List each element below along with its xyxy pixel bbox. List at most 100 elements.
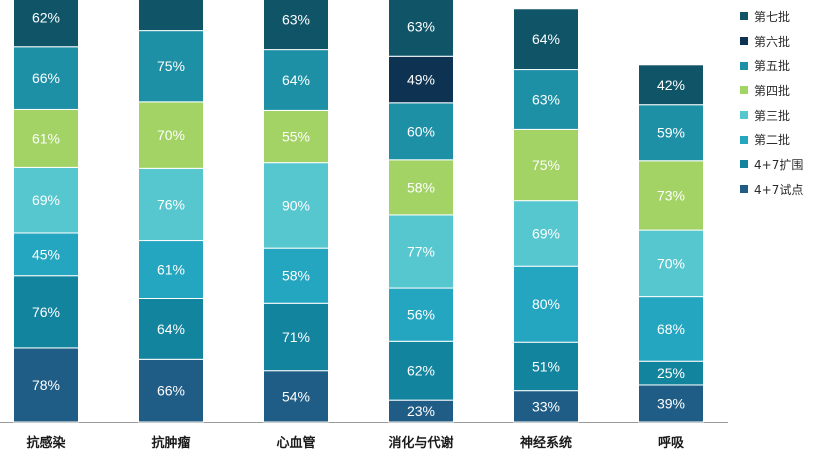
legend-swatch xyxy=(740,12,748,21)
data-label: 49% xyxy=(407,72,435,88)
data-label: 64% xyxy=(282,72,310,88)
legend-swatch xyxy=(740,37,748,46)
bar-segment xyxy=(263,0,329,51)
bar-segment xyxy=(388,214,454,289)
legend-item: 第二批 xyxy=(740,127,816,152)
legend-item: 第七批 xyxy=(740,4,816,29)
data-label: 64% xyxy=(157,321,185,337)
bar-segment xyxy=(263,162,329,249)
data-label: 75% xyxy=(157,58,185,74)
data-label: 62% xyxy=(407,363,435,379)
legend-label: 第三批 xyxy=(754,108,791,123)
bar-segment xyxy=(513,341,579,392)
legend-label: 第五批 xyxy=(754,59,791,74)
data-label: 62% xyxy=(32,9,60,25)
data-label: 39% xyxy=(657,395,685,411)
data-label: 64% xyxy=(532,31,560,47)
data-label: 66% xyxy=(157,383,185,399)
x-tick-label: 消化与代谢 xyxy=(388,435,453,450)
bar-segment xyxy=(388,0,454,57)
data-label: 45% xyxy=(32,246,60,262)
legend-swatch xyxy=(740,61,748,70)
x-tick-label: 神经系统 xyxy=(520,435,572,450)
bar-segment xyxy=(138,101,204,169)
legend-item: 第三批 xyxy=(740,103,816,128)
x-tick-label: 抗肿瘤 xyxy=(151,435,190,450)
bar-segment xyxy=(638,160,704,231)
legend-item: 4+7扩围 xyxy=(740,152,816,177)
legend-label: 第二批 xyxy=(754,133,791,148)
data-label: 71% xyxy=(282,329,310,345)
legend-item: 4+7试点 xyxy=(740,177,816,202)
legend-label: 4+7试点 xyxy=(754,182,804,197)
legend-item: 第五批 xyxy=(740,53,816,78)
bar-segment xyxy=(263,49,329,111)
bar-segment xyxy=(13,108,79,168)
bar-segment xyxy=(388,159,454,216)
bar-segment xyxy=(13,46,79,110)
bar-segment xyxy=(138,298,204,360)
data-label: 23% xyxy=(407,403,435,419)
legend-swatch xyxy=(740,160,748,169)
data-label: 75% xyxy=(532,157,560,173)
bar-segment xyxy=(638,64,704,106)
bar-segment xyxy=(388,340,454,401)
bar-segment xyxy=(638,229,704,298)
bar-segment xyxy=(388,55,454,104)
bar-segment xyxy=(513,390,579,423)
data-label: 73% xyxy=(657,187,685,203)
legend-item: 第六批 xyxy=(740,29,816,54)
bar-segment xyxy=(638,384,704,423)
data-label: 76% xyxy=(157,196,185,212)
legend-item: 第四批 xyxy=(740,78,816,103)
stacked-bar-chart: 78% 76% 45% 69% 61% 66% 62% 抗感染 66% 64% 61% 76% 70% 7… xyxy=(0,0,728,450)
bar-segment xyxy=(13,275,79,349)
data-label: 59% xyxy=(657,125,685,141)
legend-label: 第七批 xyxy=(754,9,791,24)
bar-segment xyxy=(513,8,579,71)
legend-swatch xyxy=(740,185,748,194)
data-label: 56% xyxy=(407,307,435,323)
x-tick-label: 呼吸 xyxy=(658,435,685,450)
legend-label: 4+7扩围 xyxy=(754,157,804,172)
bar-segment xyxy=(13,166,79,234)
data-label: 61% xyxy=(32,130,60,146)
bar-segment xyxy=(263,247,329,304)
data-label: 61% xyxy=(157,262,185,278)
bar-segment xyxy=(513,128,579,202)
legend-swatch xyxy=(740,135,748,144)
data-label: 78% xyxy=(32,377,60,393)
data-label: 54% xyxy=(282,388,310,404)
bar-segment xyxy=(138,0,204,32)
bar-segment xyxy=(263,302,329,372)
data-label: 60% xyxy=(407,123,435,139)
data-label: 80% xyxy=(532,296,560,312)
bar-segment xyxy=(263,370,329,423)
data-label: 70% xyxy=(657,255,685,271)
legend-label: 第六批 xyxy=(754,34,791,49)
bar-segment xyxy=(513,200,579,267)
data-label: 68% xyxy=(657,321,685,337)
bar-segment xyxy=(13,347,79,423)
data-label: 69% xyxy=(32,192,60,208)
data-label: 63% xyxy=(407,18,435,34)
data-label: 51% xyxy=(532,358,560,374)
data-label: 70% xyxy=(157,127,185,143)
data-label: 63% xyxy=(282,12,310,28)
legend-swatch xyxy=(740,86,748,95)
x-tick-label: 抗感染 xyxy=(26,435,66,450)
legend-swatch xyxy=(740,111,748,120)
bar-segment xyxy=(388,102,454,161)
bar-segment xyxy=(513,69,579,130)
data-label: 69% xyxy=(532,225,560,241)
bar-segment xyxy=(263,109,329,164)
data-label: 90% xyxy=(282,197,310,213)
x-tick-label: 心血管 xyxy=(276,435,315,450)
data-label: 58% xyxy=(407,179,435,195)
data-label: 42% xyxy=(657,77,685,93)
bar-segment xyxy=(138,240,204,300)
data-label: 77% xyxy=(407,243,435,259)
bar-segment xyxy=(138,30,204,103)
bar-segment xyxy=(138,167,204,242)
data-label: 66% xyxy=(32,70,60,86)
